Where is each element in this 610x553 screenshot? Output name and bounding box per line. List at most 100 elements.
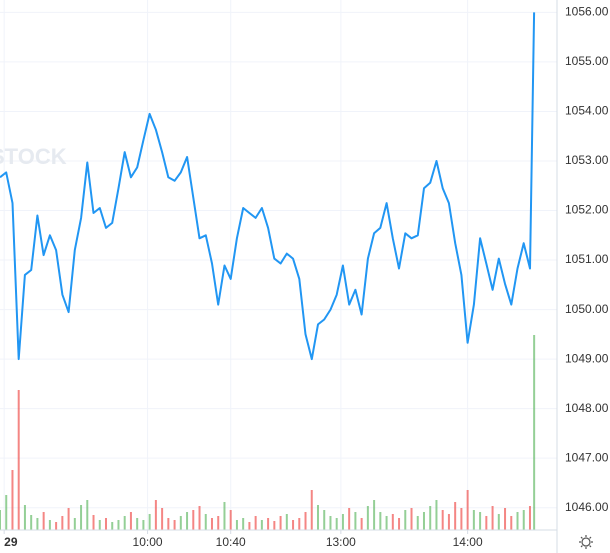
volume-bar [86, 500, 89, 530]
watermark: STOCK [0, 144, 67, 169]
volume-bar [479, 512, 482, 530]
x-tick-label: 13:00 [326, 535, 356, 549]
volume-bar [373, 500, 376, 530]
volume-bar [429, 506, 432, 530]
volume-bar [23, 505, 26, 530]
volume-bar [510, 516, 513, 530]
volume-bar [179, 516, 182, 530]
volume-bar [61, 516, 64, 530]
volume-bar [348, 508, 351, 530]
y-tick-label: 1053.00 [565, 153, 609, 167]
volume-bar [310, 490, 313, 530]
volume-bar [292, 520, 295, 530]
volume-bar [210, 518, 213, 530]
volume-bar [447, 514, 450, 530]
volume-bar [435, 500, 438, 530]
y-tick-label: 1056.00 [565, 5, 609, 19]
volume-bar [154, 500, 157, 530]
volume-bar [235, 520, 238, 530]
volume-bar [441, 510, 444, 530]
volume-bar [316, 505, 319, 530]
volume-bar [260, 520, 263, 530]
volume-bar [304, 512, 307, 530]
volume-bar [242, 518, 245, 530]
x-tick-label: 14:00 [453, 535, 483, 549]
y-tick-label: 1052.00 [565, 203, 609, 217]
volume-bar [42, 512, 45, 530]
volume-bar [329, 516, 332, 530]
volume-bar [0, 510, 1, 530]
volume-bar [80, 505, 83, 530]
y-tick-label: 1049.00 [565, 351, 609, 365]
volume-bar [248, 522, 251, 530]
volume-bar [92, 515, 95, 530]
volume-bar [385, 516, 388, 530]
volume-bar [117, 520, 120, 530]
volume-bar [491, 506, 494, 530]
volume-bar [460, 508, 463, 530]
volume-bar [129, 512, 132, 530]
x-tick-label: 10:00 [133, 535, 163, 549]
volume-bar [104, 518, 107, 530]
volume-bar [36, 518, 39, 530]
gear-teeth [579, 535, 593, 549]
gear-body [581, 537, 591, 547]
volume-bar [223, 502, 226, 530]
volume-bar [404, 510, 407, 530]
volume-bar [17, 390, 20, 530]
volume-bar [5, 495, 8, 530]
volume-bar [198, 506, 201, 530]
volume-bar [67, 508, 70, 530]
volume-bar [267, 518, 270, 530]
volume-bar [416, 516, 419, 530]
volume-bar [123, 516, 126, 530]
volume-bar [341, 514, 344, 530]
volume-bar [533, 335, 536, 530]
volume-bar [285, 514, 288, 530]
volume-bar [142, 520, 145, 530]
y-tick-label: 1054.00 [565, 104, 609, 118]
y-tick-label: 1046.00 [565, 500, 609, 514]
volume-bar [254, 516, 257, 530]
volume-bar [379, 512, 382, 530]
volume-bar [298, 518, 301, 530]
volume-bar [136, 518, 139, 530]
volume-bar [504, 508, 507, 530]
volume-bar [186, 512, 189, 530]
volume-bar [48, 520, 51, 530]
volume-bar [11, 470, 14, 530]
volume-bar [472, 510, 475, 530]
volume-bar [323, 510, 326, 530]
volume-bar [204, 514, 207, 530]
x-tick-label: 10:40 [216, 535, 246, 549]
volume-bar [422, 512, 425, 530]
volume-bar [217, 516, 220, 530]
volume-bar [161, 508, 164, 530]
y-tick-label: 1051.00 [565, 252, 609, 266]
volume-bar [466, 490, 469, 530]
volume-bar [354, 512, 357, 530]
y-tick-label: 1055.00 [565, 54, 609, 68]
price-line [0, 12, 536, 361]
volume-bar [454, 502, 457, 530]
volume-bar [167, 518, 170, 530]
volume-bar [73, 518, 76, 530]
volume-bar [366, 506, 369, 530]
volume-bar [360, 518, 363, 530]
settings-icon[interactable] [579, 535, 593, 549]
volume-bar [173, 520, 176, 530]
volume-bar [335, 518, 338, 530]
volume-bar [528, 506, 531, 530]
y-tick-label: 1048.00 [565, 401, 609, 415]
volume-bar [522, 510, 525, 530]
volume-bar [30, 515, 33, 530]
volume-bar [229, 510, 232, 530]
volume-bar [398, 518, 401, 530]
volume-bar [410, 508, 413, 530]
x-tick-label: 29 [4, 535, 18, 549]
volume-bar [391, 514, 394, 530]
volume-bar [497, 514, 500, 530]
volume-bar [273, 521, 276, 530]
